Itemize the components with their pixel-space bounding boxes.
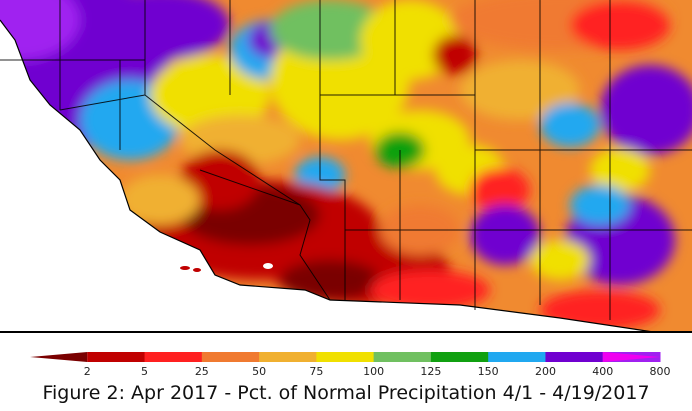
legend-arrow-right: [602, 352, 660, 362]
legend-arrow-left: [30, 352, 88, 362]
legend-tick-label: 800: [650, 365, 671, 378]
precipitation-map: [0, 0, 692, 333]
legend-swatch: [87, 352, 146, 362]
legend-swatch: [488, 352, 546, 362]
legend-tick-label: 200: [535, 365, 556, 378]
legend-swatch: [430, 352, 489, 362]
legend-tick-label: 5: [141, 365, 148, 378]
channel-island: [180, 266, 190, 270]
lake-marker: [263, 263, 273, 269]
legend-tick-label: 400: [592, 365, 613, 378]
legend-swatch: [144, 352, 203, 362]
legend-tick-label: 2: [84, 365, 91, 378]
legend-swatch: [545, 352, 604, 362]
coastline: [0, 19, 661, 333]
legend-tick-label: 50: [252, 365, 266, 378]
legend-swatch: [259, 352, 317, 362]
channel-island: [193, 268, 201, 272]
county-boundaries: [0, 0, 692, 320]
color-legend: 2 5 25 50 75 100 125 150 200 400 800: [30, 352, 671, 378]
legend-tick-label: 100: [363, 365, 384, 378]
legend-swatch: [316, 352, 375, 362]
legend-tick-label: 125: [420, 365, 441, 378]
map-divider: [0, 331, 692, 333]
legend-tick-label: 150: [478, 365, 499, 378]
figure-caption: Figure 2: Apr 2017 - Pct. of Normal Prec…: [42, 382, 650, 404]
legend-tick-label: 25: [195, 365, 209, 378]
legend-swatch: [373, 352, 432, 362]
legend-tick-label: 75: [309, 365, 323, 378]
legend-swatch: [201, 352, 260, 362]
